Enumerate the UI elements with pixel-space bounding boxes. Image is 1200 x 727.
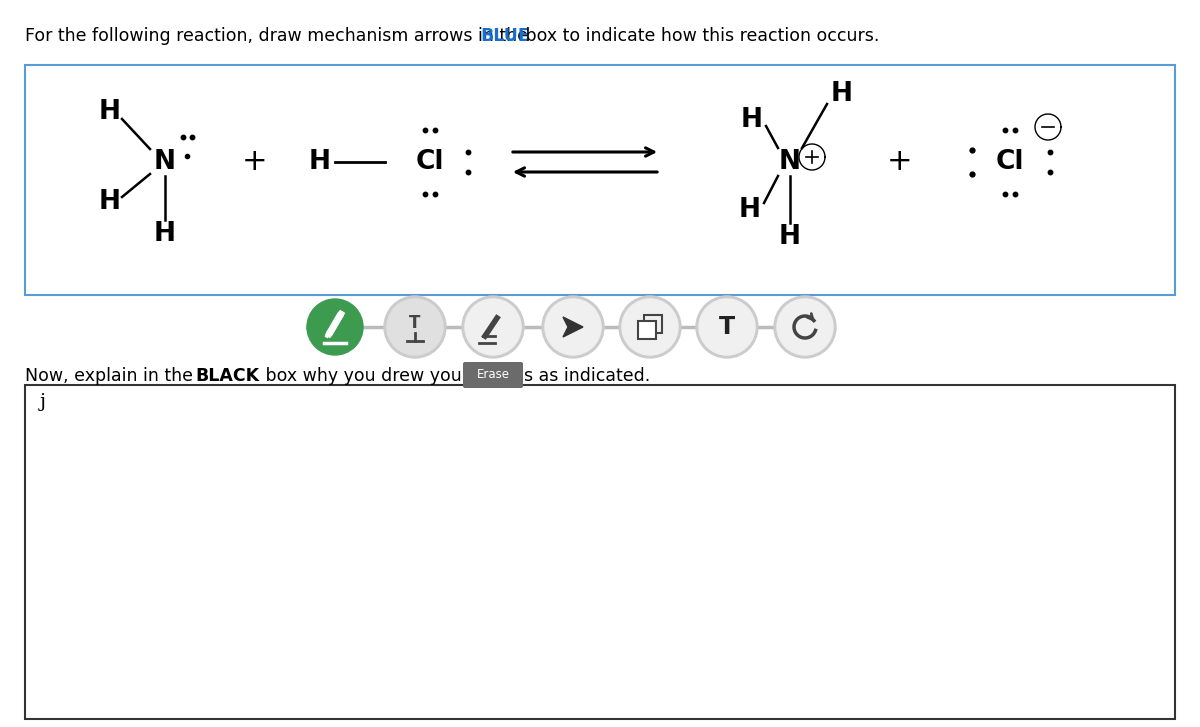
Polygon shape: [563, 317, 583, 337]
Text: T: T: [409, 314, 421, 332]
Circle shape: [462, 296, 524, 358]
Text: H: H: [742, 107, 763, 133]
Bar: [638, 321, 656, 339]
Text: H: H: [779, 224, 802, 250]
Circle shape: [619, 296, 682, 358]
Text: N: N: [779, 149, 802, 175]
Text: H: H: [154, 221, 176, 247]
Text: Cl: Cl: [996, 149, 1025, 175]
Circle shape: [622, 299, 678, 355]
Text: box why you drew your arrows as indicated.: box why you drew your arrows as indicate…: [260, 367, 650, 385]
Text: H: H: [98, 189, 121, 215]
Circle shape: [545, 299, 601, 355]
Text: Erase: Erase: [476, 369, 510, 382]
Bar: [25, 385, 1175, 719]
Text: j: j: [40, 393, 46, 411]
Circle shape: [307, 299, 364, 355]
Circle shape: [696, 296, 758, 358]
Bar: [25, 65, 1175, 295]
Circle shape: [542, 296, 604, 358]
Text: H: H: [830, 81, 853, 107]
Text: T: T: [719, 315, 736, 339]
Text: +: +: [242, 148, 268, 177]
Text: BLUE: BLUE: [480, 27, 529, 45]
Text: box to indicate how this reaction occurs.: box to indicate how this reaction occurs…: [520, 27, 880, 45]
Circle shape: [778, 299, 833, 355]
Circle shape: [774, 296, 836, 358]
Circle shape: [384, 296, 446, 358]
Circle shape: [466, 299, 521, 355]
Text: N: N: [154, 149, 176, 175]
Text: BLACK: BLACK: [194, 367, 259, 385]
Text: +: +: [887, 148, 913, 177]
Bar: [644, 315, 662, 333]
Text: Cl: Cl: [415, 149, 444, 175]
Text: H: H: [310, 149, 331, 175]
Text: For the following reaction, draw mechanism arrows in the: For the following reaction, draw mechani…: [25, 27, 534, 45]
Circle shape: [386, 299, 443, 355]
Circle shape: [698, 299, 755, 355]
Text: H: H: [739, 197, 761, 223]
FancyBboxPatch shape: [463, 362, 523, 388]
Text: Now, explain in the: Now, explain in the: [25, 367, 198, 385]
Text: H: H: [98, 99, 121, 125]
